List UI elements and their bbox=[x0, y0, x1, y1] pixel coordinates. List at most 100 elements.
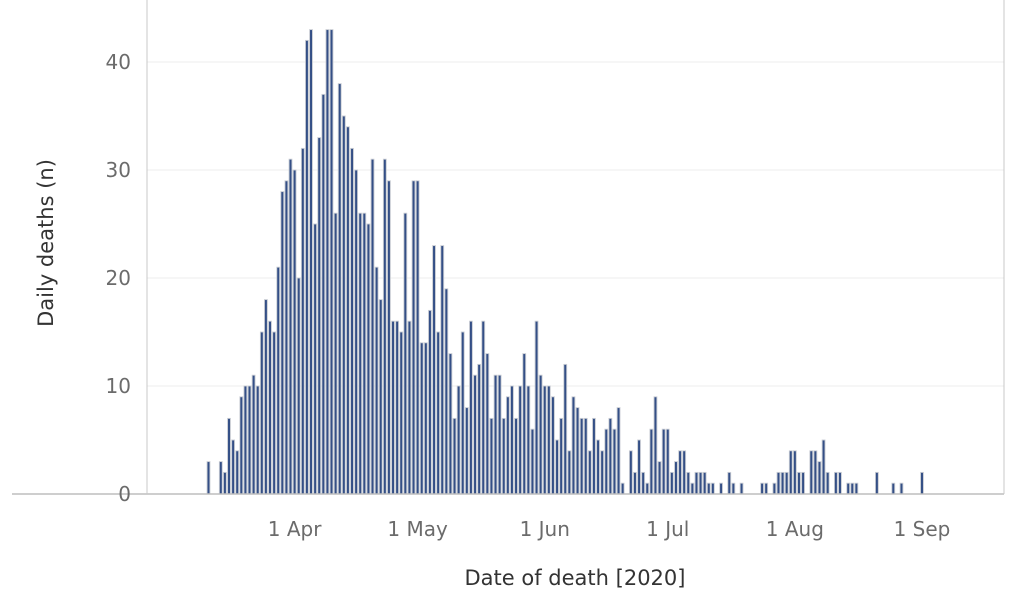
bar bbox=[280, 191, 285, 495]
bar bbox=[497, 374, 502, 495]
bar bbox=[776, 471, 781, 495]
bar bbox=[325, 29, 330, 495]
bar bbox=[243, 385, 248, 495]
bar bbox=[616, 407, 621, 495]
bar bbox=[206, 461, 211, 495]
bar bbox=[268, 320, 272, 495]
axes bbox=[12, 0, 1005, 495]
bar bbox=[522, 353, 527, 495]
bar bbox=[538, 374, 543, 495]
bar bbox=[223, 471, 227, 495]
bar bbox=[559, 417, 564, 495]
x-tick-label: 1 Sep bbox=[894, 517, 951, 541]
bar bbox=[661, 428, 666, 495]
bar bbox=[739, 482, 744, 495]
y-tick-label: 10 bbox=[106, 374, 131, 398]
bar bbox=[567, 450, 572, 495]
bar bbox=[370, 158, 375, 495]
bar bbox=[448, 353, 453, 495]
bar bbox=[575, 407, 580, 495]
bar bbox=[719, 482, 723, 495]
bar bbox=[674, 461, 678, 495]
bar bbox=[899, 482, 904, 495]
bar bbox=[731, 482, 736, 495]
bar bbox=[555, 439, 559, 495]
x-axis-title: Date of death [2020] bbox=[465, 566, 686, 590]
bar bbox=[403, 212, 408, 495]
bar bbox=[218, 461, 223, 495]
bar bbox=[809, 450, 814, 495]
bar bbox=[592, 417, 596, 495]
bar bbox=[309, 29, 313, 495]
bar bbox=[259, 331, 264, 495]
x-tick-label: 1 May bbox=[387, 517, 448, 541]
y-tick-labels: 0 10 20 30 40 bbox=[106, 50, 131, 506]
bar bbox=[792, 450, 797, 495]
bar bbox=[255, 385, 260, 495]
bar bbox=[838, 471, 842, 495]
bar bbox=[477, 363, 482, 495]
bar bbox=[850, 482, 855, 495]
bar bbox=[288, 158, 293, 495]
x-tick-labels: 1 Apr 1 May 1 Jun 1 Jul 1 Aug 1 Sep bbox=[268, 517, 951, 541]
bar bbox=[801, 471, 805, 495]
bar bbox=[780, 471, 785, 495]
bar bbox=[608, 417, 613, 495]
bar bbox=[526, 385, 531, 495]
bar bbox=[669, 471, 674, 495]
bar bbox=[678, 450, 682, 495]
bar bbox=[366, 223, 371, 495]
bar bbox=[329, 29, 334, 495]
bar bbox=[374, 266, 379, 495]
bar bbox=[764, 482, 769, 495]
bar bbox=[432, 245, 436, 495]
bar bbox=[534, 320, 539, 495]
bar bbox=[341, 115, 346, 495]
bars bbox=[206, 29, 924, 495]
bar bbox=[395, 320, 400, 495]
bar bbox=[612, 428, 617, 495]
bar bbox=[235, 450, 240, 495]
bar bbox=[571, 396, 576, 495]
bar bbox=[702, 471, 707, 495]
bar bbox=[407, 320, 412, 495]
bar bbox=[317, 137, 322, 495]
bar bbox=[423, 342, 428, 495]
bar bbox=[788, 450, 793, 495]
bar bbox=[542, 385, 547, 495]
bar bbox=[391, 320, 395, 495]
bar bbox=[727, 471, 732, 495]
bar bbox=[657, 461, 662, 495]
bar bbox=[321, 93, 326, 495]
y-tick-label: 0 bbox=[118, 482, 131, 506]
bar bbox=[440, 245, 445, 495]
bar bbox=[846, 482, 851, 495]
bar bbox=[854, 482, 859, 495]
bar bbox=[473, 374, 477, 495]
bar bbox=[797, 471, 801, 495]
bar bbox=[239, 396, 244, 495]
x-tick-label: 1 Apr bbox=[268, 517, 322, 541]
bar bbox=[460, 331, 465, 495]
bar bbox=[637, 439, 641, 495]
bar bbox=[875, 471, 879, 495]
bar bbox=[292, 169, 297, 495]
bar bbox=[276, 266, 281, 495]
bar bbox=[251, 374, 256, 495]
bar bbox=[300, 147, 305, 495]
bar bbox=[633, 471, 637, 495]
bar bbox=[698, 471, 703, 495]
bar bbox=[665, 428, 670, 495]
bar bbox=[772, 482, 777, 495]
y-axis-title: Daily deaths (n) bbox=[34, 159, 58, 327]
x-tick-label: 1 Jul bbox=[646, 517, 689, 541]
bar bbox=[264, 299, 268, 495]
bar bbox=[469, 320, 473, 495]
bar bbox=[587, 450, 592, 495]
bar bbox=[382, 158, 387, 495]
bar bbox=[641, 471, 646, 495]
bar bbox=[452, 417, 457, 495]
bar bbox=[493, 374, 498, 495]
y-tick-label: 30 bbox=[106, 158, 131, 182]
